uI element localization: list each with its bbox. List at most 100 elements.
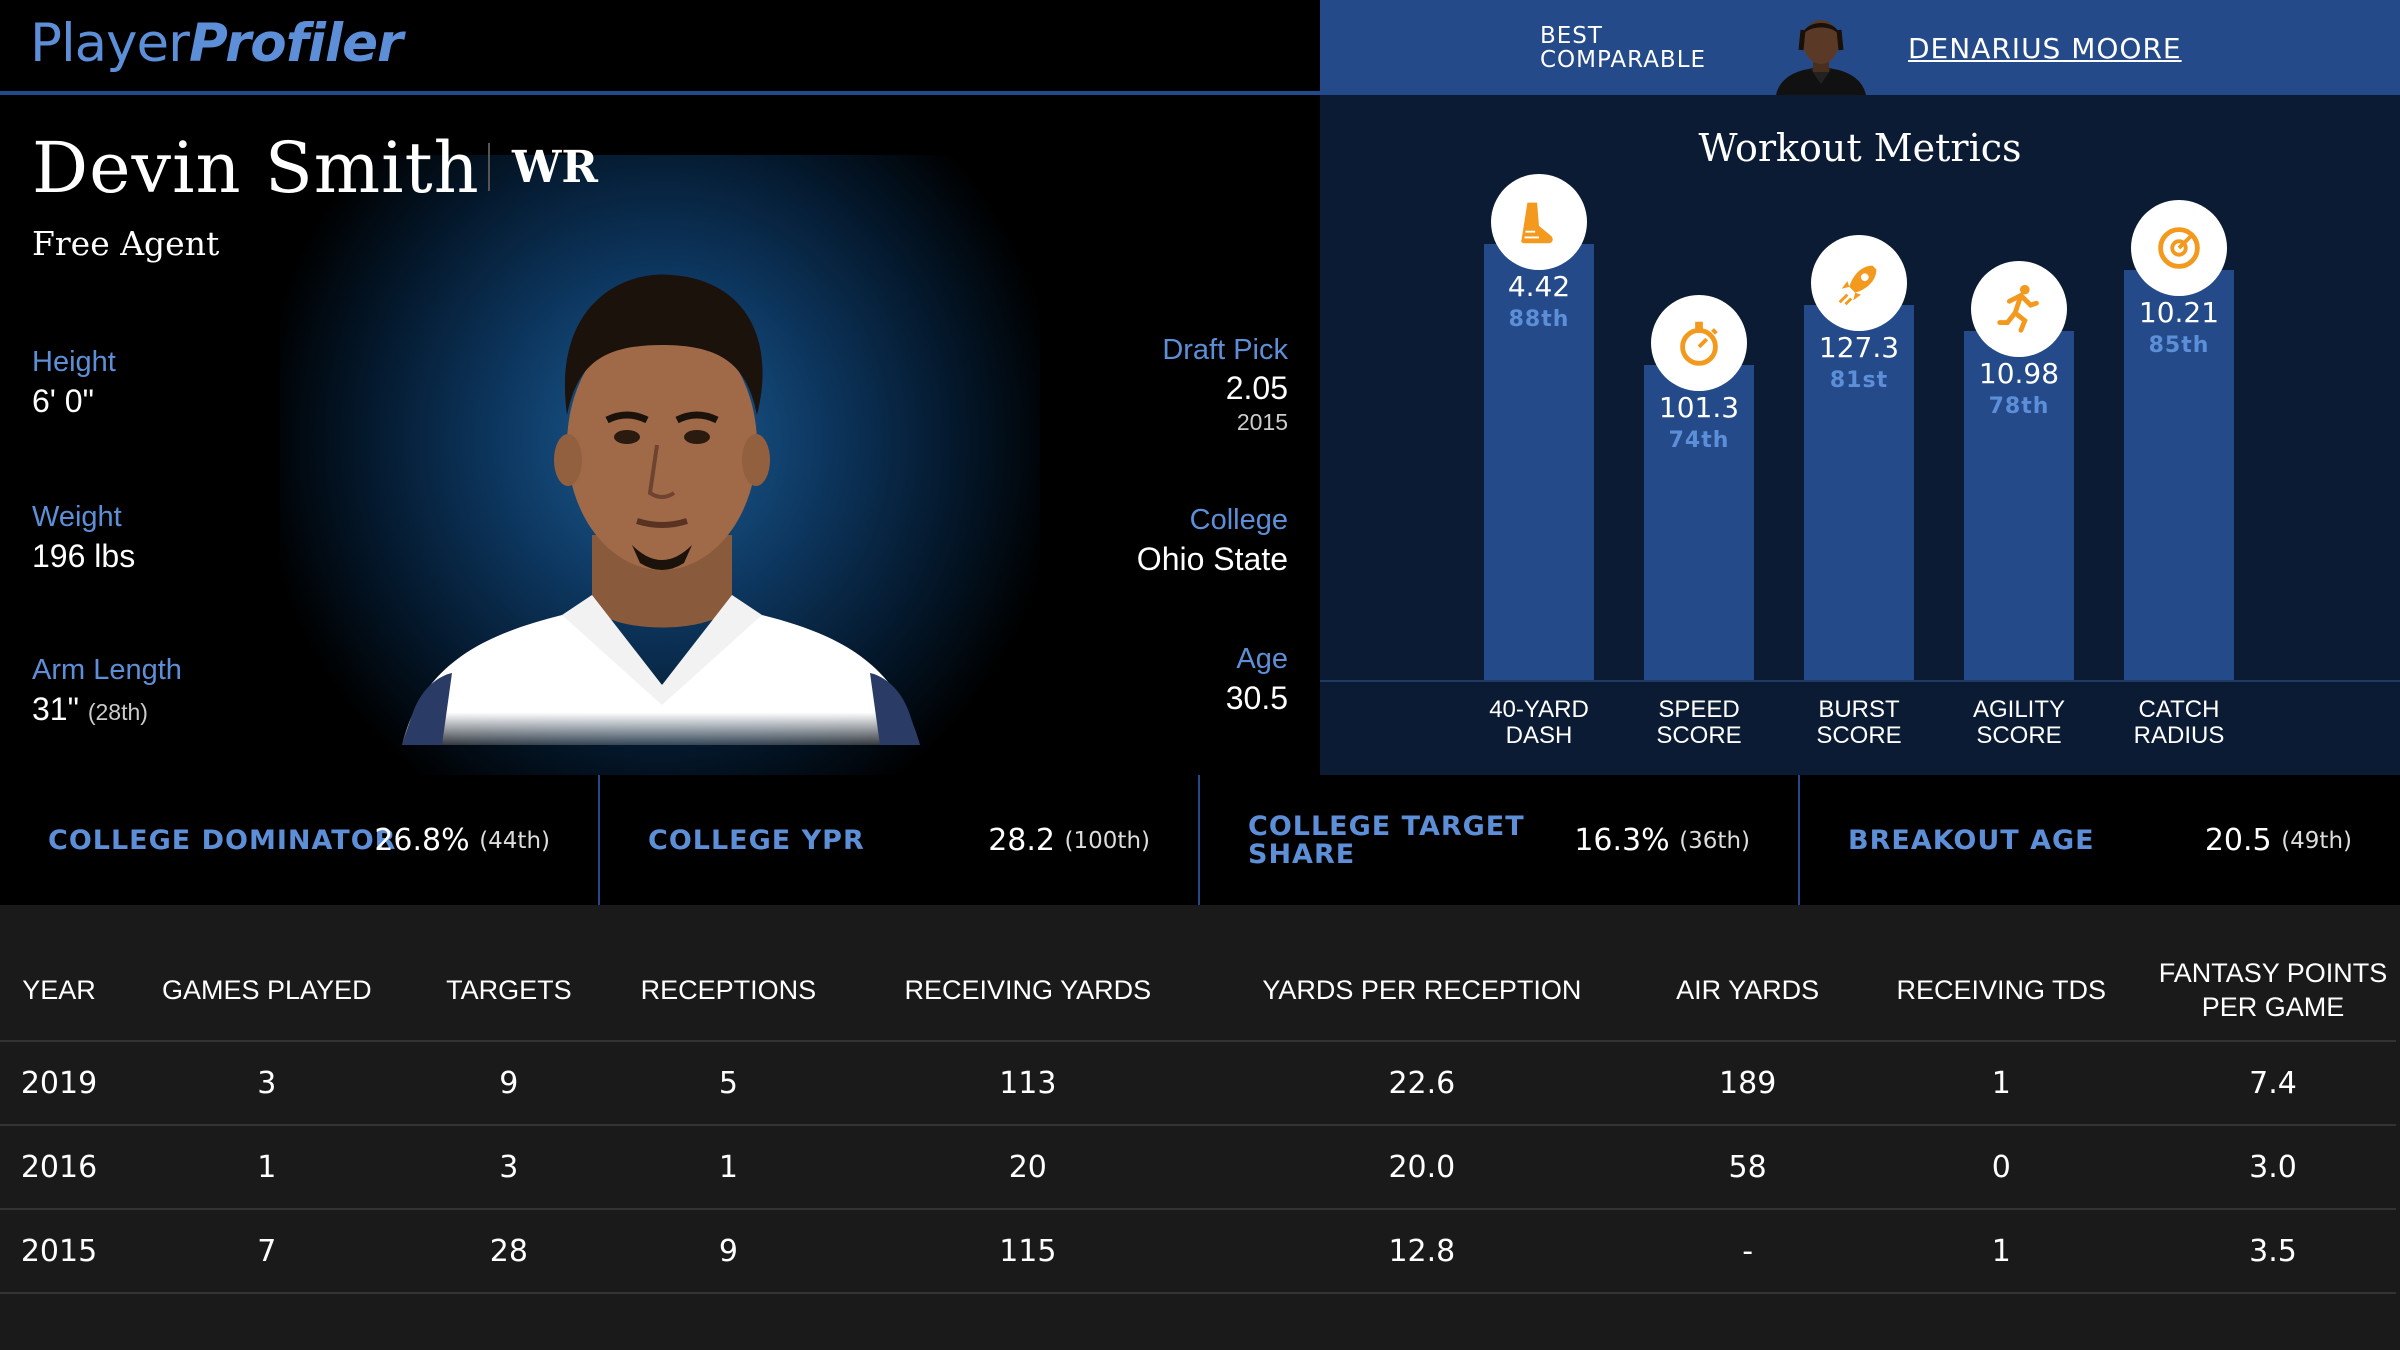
metric-label-line1: AGILITY [1972,696,2066,723]
table-cell: 3 [415,1125,603,1210]
college-stat-value: 28.2 (100th) [988,823,1150,859]
comparable-player-link[interactable]: DENARIUS MOORE [1908,32,2182,65]
workout-icon-bubble[interactable] [1651,295,1747,391]
arm-length-number: 31" [32,691,79,727]
workout-value: 101.3 [1658,391,1740,424]
comparable-player-avatar[interactable] [1766,10,1876,95]
draft-pick-value: 2.05 [1225,370,1288,406]
workout-metrics-title: Workout Metrics [1698,126,2022,170]
college-stat-target-share: College Target Share 16.3% (36th) [1200,775,1800,905]
table-cell: 58 [1642,1125,1853,1210]
table-cell: 5 [602,1041,855,1126]
college-stat-percentile: (44th) [479,828,550,854]
shoe-icon [1521,202,1553,244]
best-label-line1: BEST [1540,23,1603,49]
table-row: 2019 3 9 5 113 22.6 189 1 7.4 [0,1041,2396,1126]
workout-value: 10.98 [1978,357,2060,390]
college-stat-label: College Target Share [1248,811,1525,870]
target-icon [2158,227,2200,269]
column-header[interactable]: FANTASY POINTS PER GAME [2150,940,2396,1042]
college-stat-number: 20.5 [2204,823,2272,858]
workout-percentile: 88th [1508,307,1570,332]
table-cell: 2019 [0,1041,119,1126]
workout-icon-bubble[interactable] [2131,200,2227,296]
workout-icon-bubble[interactable] [1971,261,2067,357]
age-value: 30.5 [1225,680,1288,716]
weight-value: 196 lbs [32,538,136,574]
arm-length-percentile: (28th) [87,699,148,725]
workout-icon-bubble[interactable] [1491,174,1587,270]
table-cell: 1 [1852,1209,2150,1294]
age-label: Age [1236,643,1288,675]
college-stat-percentile: (100th) [1064,828,1150,854]
table-cell: 2016 [0,1125,119,1210]
arm-length-label: Arm Length [32,654,182,686]
table-row: 2016 1 3 1 20 20.0 58 0 3.0 [0,1125,2396,1210]
metric-label-line2: SCORE [1816,722,1902,749]
workout-percentile: 81st [1829,368,1889,393]
top-header [0,0,1320,95]
column-header[interactable]: YARDS PER RECEPTION [1200,940,1643,1042]
table-cell: 1 [1852,1041,2150,1126]
table-cell: 1 [118,1125,416,1210]
college-stat-label: Breakout Age [1848,825,2095,856]
table-row: 2015 7 28 9 115 12.8 - 1 3.5 [0,1209,2396,1294]
college-stat-value: 20.5 (49th) [2205,823,2352,859]
column-header[interactable]: GAMES PLAYED [118,940,416,1042]
workout-percentile: 74th [1668,428,1730,453]
workout-percentile: 85th [2148,333,2210,358]
metric-label-line1: SPEED [1658,696,1740,723]
table-cell: 3.0 [2150,1125,2396,1210]
table-header-row: YEAR GAMES PLAYED TARGETS RECEPTIONS REC… [0,940,2396,1042]
column-header[interactable]: AIR YARDS [1642,940,1853,1042]
metric-label-line1: CATCH [2138,696,2220,723]
table-cell: 2015 [0,1209,119,1294]
column-header[interactable]: RECEIVING YARDS [854,940,1201,1042]
metric-label-line2: RADIUS [2133,722,2225,749]
table-cell: 1 [602,1125,855,1210]
college-stat-number: 28.2 [988,823,1055,858]
table-cell: - [1642,1209,1853,1294]
column-header[interactable]: YEAR [0,940,119,1042]
metric-label-line2: SCORE [1976,722,2062,749]
column-header[interactable]: TARGETS [415,940,603,1042]
arm-length-value: 31" (28th) [32,689,148,732]
logo-text-player: Player [30,13,190,74]
workout-bar: 127.3 81st [1804,305,1914,680]
college-stat-breakout-age: Breakout Age 20.5 (49th) [1800,775,2400,905]
table-cell: 7.4 [2150,1041,2396,1126]
college-stat-number: 16.3% [1574,823,1670,858]
best-comparable-bar [1320,0,2400,95]
rocket-icon [1838,265,1877,306]
workout-value: 127.3 [1818,331,1900,364]
college-stat-percentile: (36th) [1679,828,1750,854]
workout-value: 10.21 [2138,296,2220,329]
table-cell: 9 [602,1209,855,1294]
table-cell: 0 [1852,1125,2150,1210]
workout-value: 4.42 [1507,270,1571,303]
college-stat-label: College YPR [648,825,865,856]
college-stat-value: 26.8% (44th) [374,823,550,859]
table-cell: 113 [854,1041,1201,1126]
workout-percentile: 78th [1988,394,2050,419]
stopwatch-icon [1680,321,1718,366]
playerprofiler-logo[interactable]: PlayerProfiler [30,13,403,74]
column-header[interactable]: RECEPTIONS [602,940,855,1042]
table-cell: 12.8 [1200,1209,1643,1294]
workout-metric-label: SPEED SCORE [1619,697,1779,749]
logo-text-profiler: Profiler [188,13,403,74]
workout-bar: 101.3 74th [1644,365,1754,680]
college-stats-strip [0,775,2400,905]
college-stat-label: College Dominator [48,825,397,856]
draft-year: 2015 [1236,409,1288,435]
college-stat-percentile: (49th) [2281,828,2352,854]
table-cell: 22.6 [1200,1041,1643,1126]
table-cell: 20 [854,1125,1201,1210]
player-headshot [392,245,932,775]
column-header[interactable]: RECEIVING TDS [1852,940,2150,1042]
workout-icon-bubble[interactable] [1811,235,1907,331]
table-cell: 189 [1642,1041,1853,1126]
best-label-line2: COMPARABLE [1540,47,1707,73]
table-cell: 7 [118,1209,416,1294]
metric-label-line2: DASH [1505,722,1573,749]
